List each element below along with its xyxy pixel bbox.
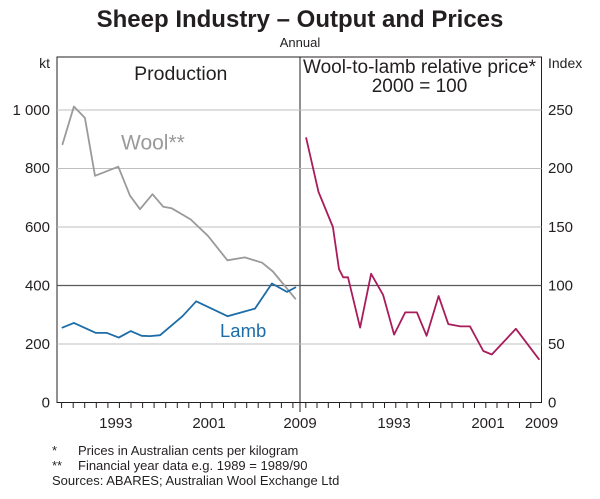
svg-text:0: 0 — [548, 395, 556, 412]
svg-text:1 000: 1 000 — [12, 102, 50, 119]
svg-text:800: 800 — [25, 160, 50, 177]
svg-text:200: 200 — [548, 160, 573, 177]
svg-text:0: 0 — [42, 395, 50, 412]
svg-text:600: 600 — [25, 219, 50, 236]
svg-text:150: 150 — [548, 219, 573, 236]
svg-text:100: 100 — [548, 278, 573, 295]
svg-text:Production: Production — [134, 63, 227, 85]
svg-text:Wool**: Wool** — [121, 132, 185, 155]
svg-text:2001: 2001 — [471, 415, 504, 432]
svg-text:2009: 2009 — [525, 415, 558, 432]
svg-text:Lamb: Lamb — [220, 320, 266, 341]
svg-text:200: 200 — [25, 336, 50, 353]
svg-text:2000 = 100: 2000 = 100 — [372, 76, 468, 97]
svg-text:1993: 1993 — [377, 415, 410, 432]
svg-text:400: 400 — [25, 278, 50, 295]
svg-text:kt: kt — [39, 55, 50, 71]
svg-text:Index: Index — [548, 55, 582, 71]
svg-text:2001: 2001 — [192, 415, 225, 432]
svg-text:1993: 1993 — [99, 415, 132, 432]
svg-text:50: 50 — [548, 336, 565, 353]
svg-text:Wool-to-lamb relative price*: Wool-to-lamb relative price* — [303, 57, 537, 78]
svg-text:250: 250 — [548, 102, 573, 119]
